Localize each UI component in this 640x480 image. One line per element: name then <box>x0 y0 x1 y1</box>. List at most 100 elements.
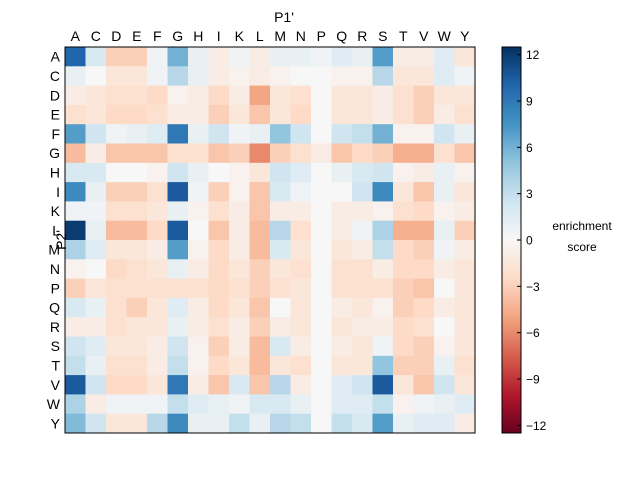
heatmap-cell <box>270 240 291 260</box>
heatmap-cell <box>147 394 168 415</box>
heatmap-cell <box>393 278 414 299</box>
heatmap-cell <box>290 394 312 415</box>
heatmap-cell <box>454 317 476 337</box>
heatmap-cell <box>229 124 250 144</box>
heatmap-cell <box>331 317 353 337</box>
heatmap-cell <box>413 124 435 144</box>
heatmap-cell <box>311 413 332 434</box>
heatmap-cell <box>270 394 291 415</box>
heatmap-cell <box>372 336 394 357</box>
heatmap-cell <box>147 143 168 164</box>
heatmap-cell <box>413 336 435 357</box>
heatmap-cell <box>290 66 312 86</box>
heatmap-cell <box>65 85 86 106</box>
heatmap-cell <box>188 104 209 125</box>
x-tick-label: K <box>235 28 245 44</box>
heatmap-cell <box>147 85 168 106</box>
heatmap-cell <box>249 259 271 279</box>
heatmap-cell <box>270 124 291 144</box>
heatmap-cell <box>454 66 476 86</box>
heatmap-cell <box>393 336 414 357</box>
heatmap-cell <box>147 162 168 183</box>
y-tick-label: C <box>50 68 60 84</box>
heatmap-cell <box>106 220 127 241</box>
heatmap-cell <box>434 394 455 415</box>
heatmap-cell <box>65 143 86 164</box>
heatmap-cell <box>126 336 148 357</box>
heatmap-cell <box>372 317 394 337</box>
heatmap-cell <box>249 413 271 434</box>
heatmap-cell <box>393 297 414 318</box>
heatmap-cell <box>106 394 127 415</box>
heatmap-cell <box>147 240 168 260</box>
heatmap-cell <box>229 278 250 299</box>
heatmap-cell <box>188 85 209 106</box>
heatmap-cell <box>372 375 394 395</box>
heatmap-cell <box>249 162 271 183</box>
heatmap-cell <box>167 162 189 183</box>
heatmap-cell <box>249 317 271 337</box>
heatmap-cell <box>352 66 373 86</box>
heatmap-cell <box>311 259 332 279</box>
heatmap-cell <box>188 162 209 183</box>
heatmap-cell <box>311 278 332 299</box>
heatmap-cell <box>331 240 353 260</box>
heatmap-cell <box>167 182 189 202</box>
heatmap-cell <box>229 394 250 415</box>
y-tick-label: W <box>47 396 61 412</box>
heatmap-cell <box>454 413 476 434</box>
heatmap-cell <box>126 182 148 202</box>
heatmap-cell <box>454 394 476 415</box>
heatmap-cell <box>372 182 394 202</box>
heatmap-cell <box>372 201 394 222</box>
heatmap-cell <box>229 201 250 222</box>
heatmap-cell <box>290 317 312 337</box>
heatmap-cell <box>106 240 127 260</box>
heatmap-cell <box>249 336 271 357</box>
heatmap-cell <box>434 66 455 86</box>
x-tick-label: Q <box>336 28 347 44</box>
heatmap-cell <box>331 182 353 202</box>
heatmap-cell <box>249 355 271 376</box>
heatmap-cell <box>454 220 476 241</box>
heatmap-cell <box>188 220 209 241</box>
heatmap-cell <box>413 355 435 376</box>
heatmap-cell <box>393 317 414 337</box>
heatmap-cell <box>331 124 353 144</box>
heatmap-cell <box>147 104 168 125</box>
y-axis-label: P2' <box>53 230 69 250</box>
heatmap-cell <box>372 85 394 106</box>
heatmap-cell <box>393 162 414 183</box>
heatmap-cell <box>413 297 435 318</box>
heatmap-cell <box>65 162 86 183</box>
heatmap-cell <box>454 143 476 164</box>
heatmap-cell <box>413 317 435 337</box>
heatmap-cell <box>208 413 230 434</box>
heatmap-cell <box>229 143 250 164</box>
heatmap-cell <box>229 162 250 183</box>
heatmap-cell <box>331 336 353 357</box>
heatmap-cell <box>167 297 189 318</box>
heatmap-cell <box>372 104 394 125</box>
heatmap-cell <box>270 104 291 125</box>
heatmap-cell <box>147 66 168 86</box>
heatmap-cell <box>393 375 414 395</box>
colorbar-tick-label: −6 <box>526 326 540 340</box>
heatmap-cell <box>85 278 107 299</box>
heatmap-cell <box>413 66 435 86</box>
heatmap-cell <box>270 162 291 183</box>
heatmap-cell <box>290 85 312 106</box>
heatmap-cell <box>85 375 107 395</box>
heatmap-cell <box>413 162 435 183</box>
heatmap-cell <box>229 317 250 337</box>
heatmap-cell <box>413 220 435 241</box>
heatmap-cell <box>85 240 107 260</box>
heatmap-cell <box>372 162 394 183</box>
x-tick-label: R <box>357 28 367 44</box>
heatmap-cell <box>65 240 86 260</box>
x-tick-label: V <box>419 28 429 44</box>
heatmap-cell <box>372 47 394 67</box>
heatmap-cell <box>393 355 414 376</box>
heatmap-cell <box>311 201 332 222</box>
heatmap-cell <box>393 259 414 279</box>
